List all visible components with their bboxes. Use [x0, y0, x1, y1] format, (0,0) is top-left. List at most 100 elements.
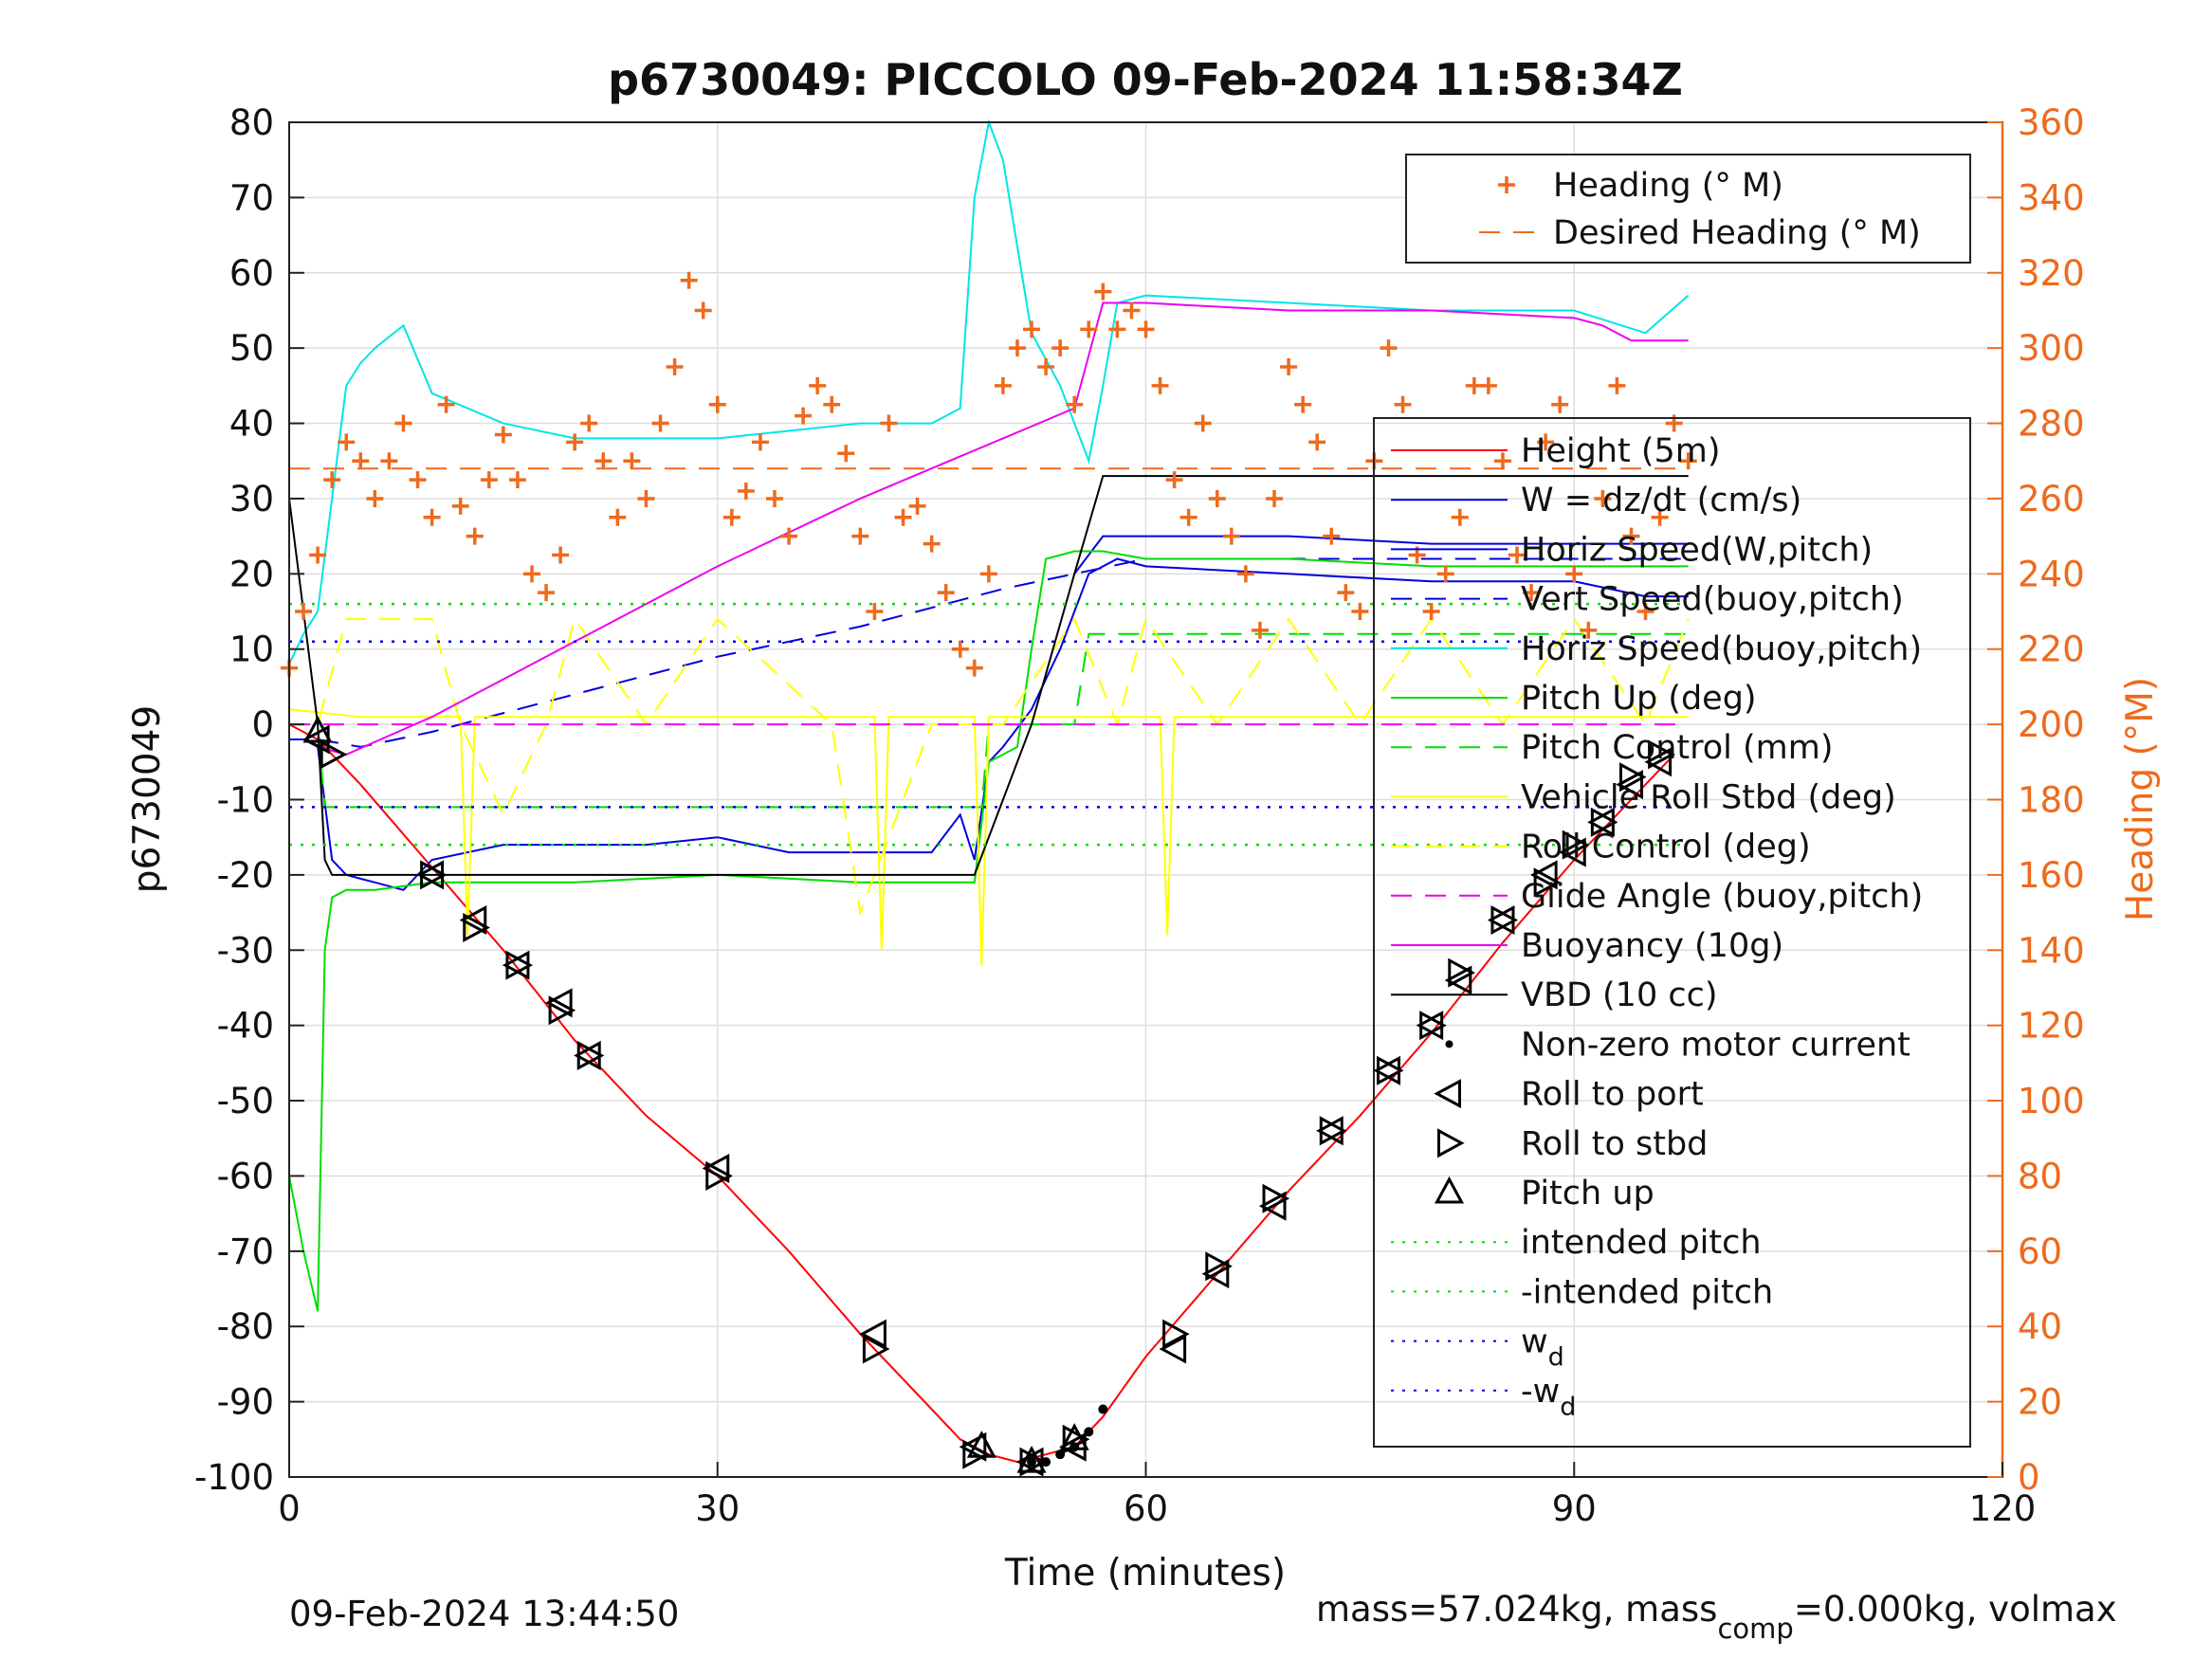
heading-point [609, 508, 627, 526]
legend-swatch [1434, 1079, 1461, 1109]
legend-label: Buoyancy (10g) [1521, 927, 1783, 965]
motor-current-dot [1084, 1427, 1094, 1437]
legend-label: Horiz Speed(W,pitch) [1521, 531, 1873, 569]
heading-point [1308, 433, 1326, 451]
series-vbd-10-cc [288, 475, 1689, 876]
y-tick-label: 10 [229, 629, 274, 670]
roll-to-stbd-marker [1448, 957, 1475, 988]
heading-point [823, 395, 841, 413]
heading-point [979, 565, 997, 583]
heading-point [1280, 358, 1298, 376]
y-right-tick-label: 240 [2018, 554, 2085, 594]
heading-point [338, 433, 356, 451]
heading-point [1594, 489, 1612, 507]
y-right-tick-label: 20 [2018, 1382, 2062, 1423]
roll-to-port-marker [1616, 770, 1643, 800]
y-tick-label: -10 [217, 780, 274, 821]
heading-point [552, 546, 570, 564]
heading-point [1108, 320, 1126, 338]
series-horiz-speed-buoy-pitch [288, 118, 1690, 665]
heading-point [1251, 621, 1269, 639]
y-right-tick-label: 360 [2018, 102, 2085, 143]
heading-point [1023, 320, 1041, 338]
heading-point [1123, 301, 1141, 319]
heading-point [423, 508, 441, 526]
heading-point [680, 271, 698, 289]
heading-point [651, 414, 669, 432]
heading-point [965, 659, 983, 677]
legend-label-text: Glide Angle (buoy,pitch) [1521, 878, 1923, 916]
y-right-tick-label: 160 [2018, 855, 2085, 896]
roll-to-stbd-marker [1019, 1447, 1048, 1477]
legend-label: -wd [1521, 1373, 1576, 1422]
legend-label-text: Vert Speed(buoy,pitch) [1521, 581, 1904, 619]
footer-mass-text-1: mass=57.024kg, mass [1316, 1589, 1717, 1630]
legend-label-text: Roll Control (deg) [1521, 829, 1811, 866]
heading-point [1194, 414, 1212, 432]
legend-top: Heading (° M) Desired Heading (° M) [1405, 154, 1971, 264]
series-pitch-control-mm [289, 632, 1689, 809]
roll-to-stbd-marker [1162, 1319, 1190, 1349]
heading-point [480, 471, 498, 489]
series-w-dz-dt-cm-s [289, 557, 1689, 891]
y-tick-label: -60 [217, 1156, 274, 1196]
heading-point [466, 527, 484, 545]
series-horiz-speed-w-pitch [1073, 535, 1689, 574]
roll-to-stbd-marker [1376, 1055, 1404, 1085]
heading-point [780, 527, 798, 545]
heading-point [1479, 376, 1497, 394]
legend-label-text: VBD (10 cc) [1521, 976, 1718, 1014]
roll-to-stbd-marker [1319, 1116, 1347, 1146]
legend-label-subscript: d [1560, 1393, 1576, 1422]
y-tick-label: -100 [194, 1457, 274, 1498]
legend-label-text: w [1521, 1323, 1548, 1361]
footer-mass-sub: comp [1717, 1613, 1793, 1645]
legend-top-swatch [1498, 176, 1515, 193]
footer-mass-text-2: =0.000kg, volmax [1794, 1589, 2117, 1630]
y-tick-label: 20 [229, 554, 274, 594]
series-height-5m [288, 723, 1675, 1464]
series-vehicle-roll-stbd-deg [288, 708, 1689, 966]
roll-to-stbd-marker [1205, 1251, 1233, 1282]
heading-point [494, 426, 512, 444]
legend-label-text: Pitch Up (deg) [1521, 680, 1757, 718]
heading-point [1565, 565, 1583, 583]
heading-point [1436, 565, 1454, 583]
legend-label-text: Non-zero motor current [1521, 1026, 1910, 1064]
y-tick-label: -70 [217, 1231, 274, 1272]
legend-label-text: intended pitch [1521, 1224, 1762, 1262]
y-tick-label: -50 [217, 1081, 274, 1121]
legend-swatch [1437, 1128, 1465, 1158]
y-tick-label: -80 [217, 1306, 274, 1347]
heading-point [1493, 452, 1511, 470]
chart-title: p6730049: PICCOLO 09-Feb-2024 11:58:34Z [608, 54, 1683, 105]
marker-layer [302, 715, 1675, 1477]
heading-point [751, 433, 769, 451]
roll-to-port-marker [702, 1153, 730, 1184]
legend-label-text: Horiz Speed(buoy,pitch) [1521, 630, 1922, 668]
heading-point [1622, 527, 1640, 545]
roll-to-stbd-marker [320, 739, 348, 770]
heading-point [894, 508, 912, 526]
y-right-tick-label: 220 [2018, 629, 2085, 670]
heading-point [1294, 395, 1312, 413]
markers-motor-current [1027, 1404, 1108, 1468]
roll-to-stbd-marker [1562, 830, 1590, 860]
heading-point [1080, 320, 1098, 338]
legend-label: Roll to port [1521, 1076, 1704, 1114]
x-tick-label: 90 [1552, 1488, 1597, 1529]
legend-label: W = dz/dt (cm/s) [1521, 482, 1801, 520]
y-tick-label: 60 [229, 253, 274, 294]
roll-to-stbd-marker [1419, 1011, 1447, 1041]
roll-to-port-marker [1201, 1259, 1230, 1289]
heading-point [1380, 339, 1398, 357]
markers-pitch-up [302, 715, 1089, 1473]
heading-point [880, 414, 898, 432]
roll-to-stbd-marker [463, 912, 490, 942]
heading-point [566, 433, 584, 451]
heading-point [580, 414, 598, 432]
heading-point [1051, 339, 1069, 357]
heading-point [1236, 565, 1254, 583]
heading-point [1151, 376, 1169, 394]
legend-swatch [1434, 1176, 1465, 1204]
